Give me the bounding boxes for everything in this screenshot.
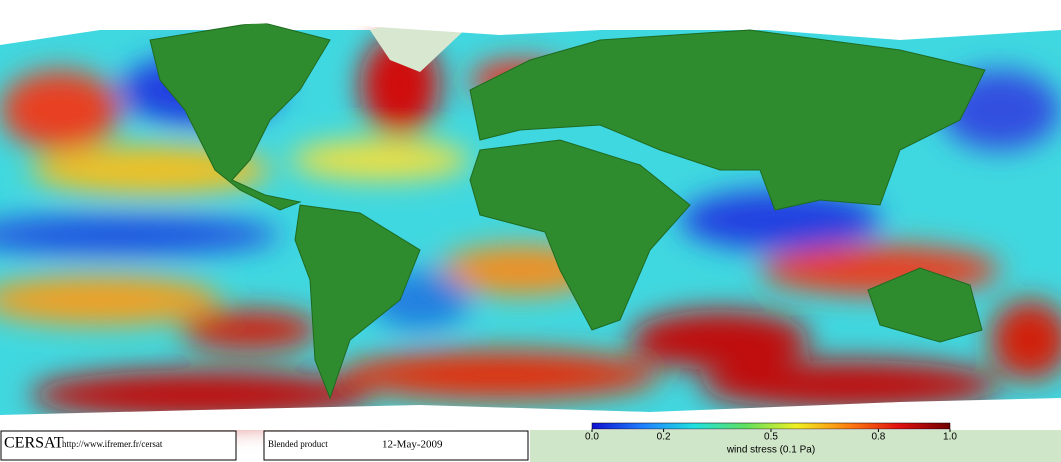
colorbar-gradient: [591, 422, 951, 430]
land: [149, 21, 986, 400]
colorbar-tick-label: 0.0: [585, 432, 599, 443]
colorbar-label: wind stress (0.1 Pa): [726, 445, 815, 456]
product: Blended product: [268, 439, 328, 449]
product-box: [263, 430, 529, 461]
antarctica: [0, 398, 1061, 430]
arctic: [0, 0, 1061, 45]
colorbar-tick-label: 0.5: [764, 432, 778, 443]
colorbar: 0.0 0.2 0.5 0.8 1.0 wind stress (0.1 Pa): [585, 422, 957, 456]
credit-box: [0, 430, 237, 461]
date: 12-May-2009: [382, 439, 443, 451]
colorbar-tick-label: 1.0: [943, 432, 957, 443]
colorbar-tick-label: 0.2: [657, 432, 671, 443]
colorbar-panel: [530, 430, 1061, 462]
logo: CERSAT: [4, 435, 64, 452]
colorbar-tick-label: 0.8: [871, 432, 885, 443]
url: http://www.ifremer.fr/cersat: [62, 439, 163, 449]
